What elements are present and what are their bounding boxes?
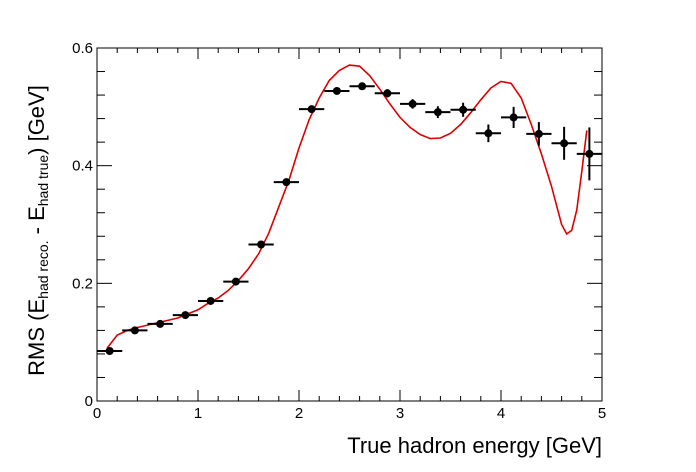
axis-ticks: [96, 47, 603, 402]
point-marker: [509, 113, 518, 122]
point-marker: [585, 149, 594, 158]
y-tick-label: 0: [85, 393, 93, 410]
point-marker: [560, 139, 569, 148]
point-marker: [459, 105, 468, 114]
data-point: [172, 311, 198, 320]
y-title-mid: - E: [24, 206, 49, 240]
y-tick-label: 0.2: [72, 275, 93, 292]
data-point: [223, 277, 249, 286]
y-tick-label: 0.6: [72, 40, 93, 57]
y-title-post: ) [GeV]: [24, 85, 49, 155]
y-title-sub2: had true: [35, 155, 51, 207]
point-marker: [332, 86, 341, 95]
x-tick-label: 4: [497, 405, 505, 422]
point-marker: [307, 105, 316, 114]
plot-frame: [96, 47, 603, 402]
point-marker: [484, 129, 493, 138]
data-point: [349, 82, 375, 91]
y-title-sub1: had reco.: [35, 240, 51, 298]
y-tick-label: 0.4: [72, 158, 93, 175]
data-point: [526, 122, 552, 146]
data-point: [122, 326, 148, 335]
data-point: [576, 127, 602, 181]
tick-labels: 0 1 2 3 4 5 0 0.2 0.4 0.6: [72, 40, 606, 422]
point-marker: [206, 296, 215, 305]
data-point: [450, 102, 476, 117]
data-point: [551, 126, 577, 160]
data-points: [97, 82, 602, 355]
point-marker: [231, 277, 240, 286]
data-point: [425, 106, 451, 119]
data-point: [324, 86, 350, 95]
x-tick-label: 1: [194, 405, 202, 422]
x-tick-label: 3: [396, 405, 404, 422]
x-tick-label: 0: [93, 405, 101, 422]
point-marker: [534, 129, 543, 138]
data-point: [97, 346, 123, 355]
point-marker: [257, 240, 266, 249]
point-marker: [408, 99, 417, 108]
x-tick-label: 2: [295, 405, 303, 422]
data-point: [147, 319, 173, 328]
y-axis-title: RMS (Ehad reco. - Ehad true) [GeV]: [24, 85, 51, 376]
point-marker: [433, 108, 442, 117]
y-title-pre: RMS (E: [24, 299, 49, 376]
point-marker: [105, 346, 114, 355]
point-marker: [130, 326, 139, 335]
point-marker: [282, 178, 291, 187]
point-marker: [383, 89, 392, 98]
data-point: [400, 99, 426, 109]
x-axis-title: True hadron energy [GeV]: [347, 433, 602, 458]
point-marker: [156, 319, 165, 328]
point-marker: [358, 82, 367, 91]
data-point: [198, 296, 224, 305]
point-marker: [181, 311, 190, 320]
data-point: [299, 105, 325, 114]
x-tick-label: 5: [598, 405, 606, 422]
fit-curve: [106, 64, 588, 349]
data-point: [501, 106, 527, 129]
data-point: [475, 124, 501, 143]
data-point: [248, 240, 274, 249]
data-point: [374, 89, 400, 98]
data-point: [273, 178, 299, 187]
